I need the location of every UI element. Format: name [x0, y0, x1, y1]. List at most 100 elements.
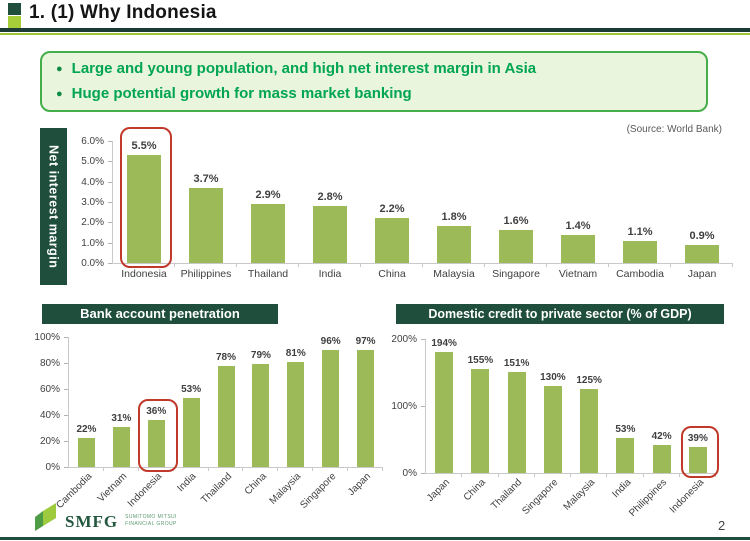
category-label: India: [610, 477, 634, 501]
y-tick-label: 2.0%: [81, 217, 104, 229]
bar: [435, 352, 454, 473]
y-tick-label: 80%: [39, 358, 60, 369]
bar-column: 1.6% Singapore: [485, 141, 547, 280]
source-note: (Source: World Bank): [626, 124, 722, 135]
bar-column: 1.4% Vietnam: [547, 141, 609, 280]
x-tick-mark: [242, 467, 244, 471]
y-tick-mark: [421, 473, 425, 474]
bar-column: 1.8% Malaysia: [423, 141, 485, 280]
x-tick-mark: [497, 473, 499, 477]
bar-value-label: 39%: [687, 432, 708, 444]
bar-value-label: 125%: [576, 375, 602, 387]
x-tick-mark: [207, 467, 209, 471]
bar-column: 97% Japan: [346, 337, 384, 498]
bar-column: 2.2% China: [361, 141, 423, 280]
y-tick-label: 200%: [391, 334, 417, 345]
y-tick-mark: [64, 337, 68, 338]
bar: [471, 369, 490, 473]
bar-value-label: 31%: [111, 412, 132, 424]
highlight-ring: [120, 127, 172, 268]
net-interest-margin-axis-title: Net interest margin: [40, 128, 67, 285]
bar: [507, 371, 526, 473]
highlight-ring: [680, 425, 719, 478]
y-tick-mark: [64, 415, 68, 416]
bar-value-label: 3.7%: [193, 172, 219, 185]
bullet-text: Large and young population, and high net…: [71, 59, 537, 77]
bar: [688, 446, 707, 473]
category-label: Vietnam: [95, 471, 130, 505]
bar-value-label: 96%: [320, 336, 341, 347]
y-tick-label: 0.0%: [81, 258, 104, 269]
y-tick-mark: [108, 161, 112, 163]
y-tick-label: 6.0%: [81, 136, 104, 147]
x-tick-mark: [608, 263, 609, 267]
category-label: China: [378, 268, 406, 280]
x-tick-mark: [360, 263, 361, 267]
bar-column: 31% Vietnam: [96, 337, 139, 505]
bar: [322, 350, 340, 467]
category-label: China: [461, 477, 489, 504]
smfg-logo-subtext: Sumitomo Mitsui Financial Group: [125, 514, 177, 528]
y-tick-mark: [108, 181, 112, 183]
y-tick-mark: [421, 339, 425, 340]
bar-column: 79% China: [242, 337, 279, 497]
highlight-ring: [138, 399, 179, 472]
bar: [685, 244, 719, 263]
bar: [77, 438, 95, 467]
plot-area: 22% Cambodia 31% Vietnam 36% Indonesia 53% Indi…: [54, 336, 384, 511]
category-label: Vietnam: [558, 268, 598, 280]
category-label: China: [242, 471, 269, 498]
bar-column: 53% India: [607, 339, 644, 500]
bar-column: 2.9% Thailand: [237, 141, 299, 280]
x-tick-mark: [382, 467, 384, 471]
y-tick-label: 1.0%: [81, 237, 104, 249]
key-message-box: ● Large and young population, and high n…: [40, 51, 708, 112]
x-tick-mark: [102, 467, 104, 471]
category-label: Japan: [687, 268, 717, 280]
bullet-item: ● Huge potential growth for mass market …: [56, 84, 692, 104]
bar-value-label: 151%: [503, 357, 530, 369]
y-tick-mark: [108, 222, 112, 224]
bar: [251, 204, 285, 263]
bar-column: 42% Philippines: [627, 339, 680, 519]
category-label: Singapore: [520, 477, 561, 518]
bar: [623, 240, 657, 263]
category-label: Singapore: [298, 471, 339, 512]
bar-value-label: 2.8%: [317, 191, 343, 204]
y-tick-label: 5.0%: [81, 156, 104, 168]
bar: [112, 426, 130, 467]
bar: [437, 226, 471, 263]
y-tick-label: 100%: [391, 401, 417, 412]
page-title: 1. (1) Why Indonesia: [29, 2, 217, 23]
bar: [499, 230, 533, 263]
bar-column: 36% Indonesia: [126, 337, 179, 509]
bar-column: 0.9% Japan: [671, 141, 733, 280]
category-label: Thailand: [198, 471, 234, 506]
bar-column: 130% Singapore: [521, 339, 571, 517]
category-label: Thailand: [489, 477, 525, 512]
category-label: Malaysia: [267, 471, 304, 507]
category-label: Thailand: [247, 268, 289, 280]
bar-value-label: 1.8%: [441, 211, 467, 224]
bar: [189, 187, 223, 263]
y-axis: 6.0% 5.0% 4.0% 3.0% 2.0% 1.0% 0.0%: [70, 137, 112, 269]
bar-column: 39% Indonesia: [667, 339, 719, 515]
bullet-item: ● Large and young population, and high n…: [56, 59, 692, 79]
category-label: Philippines: [627, 477, 670, 519]
bar-column: 5.5% Indonesia: [113, 127, 175, 280]
smfg-logo-subtext-line: Financial Group: [125, 521, 177, 527]
bar-value-label: 42%: [651, 430, 672, 442]
bar-value-label: 81%: [285, 347, 306, 359]
bar-value-label: 1.1%: [627, 225, 653, 238]
x-tick-mark: [533, 473, 535, 477]
bar: [182, 398, 200, 467]
smfg-leaf-icon: [35, 503, 56, 531]
title-square-light-icon: [8, 16, 21, 28]
y-tick-label: 4.0%: [81, 176, 104, 188]
bar-column: 151% Thailand: [490, 339, 535, 512]
bar-value-label: 1.4%: [565, 219, 591, 232]
x-tick-mark: [277, 467, 279, 471]
bullet-dot-icon: ●: [56, 88, 63, 100]
y-tick-label: 40%: [39, 410, 60, 421]
smfg-logo-subtext-line: Sumitomo Mitsui: [125, 514, 177, 520]
